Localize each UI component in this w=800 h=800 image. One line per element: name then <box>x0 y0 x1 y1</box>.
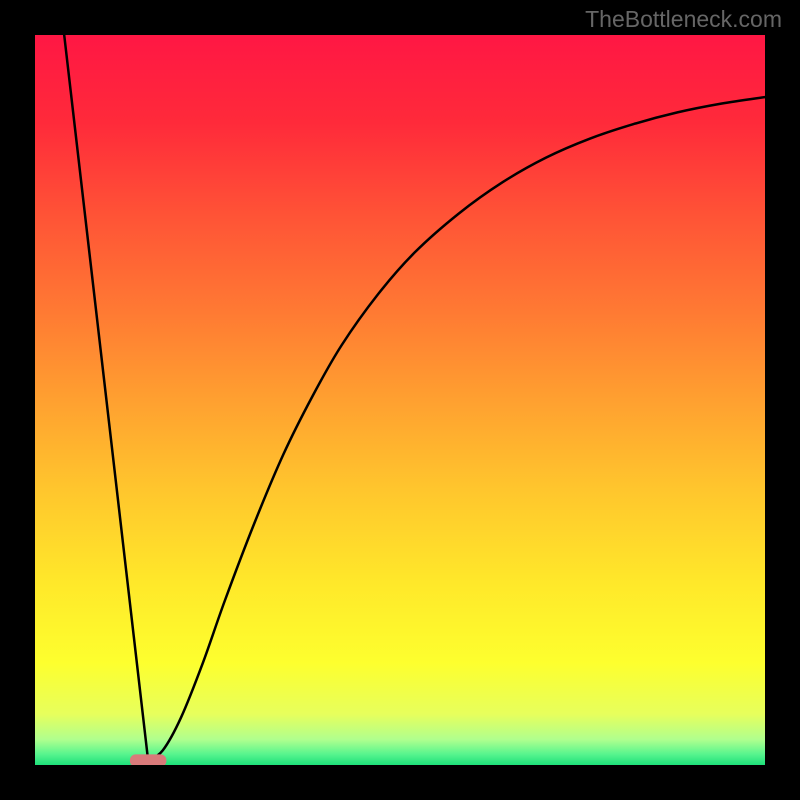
watermark-text: TheBottleneck.com <box>585 6 782 33</box>
optimum-marker <box>130 754 167 765</box>
bottleneck-chart <box>35 35 765 765</box>
chart-svg <box>35 35 765 765</box>
chart-background <box>35 35 765 765</box>
